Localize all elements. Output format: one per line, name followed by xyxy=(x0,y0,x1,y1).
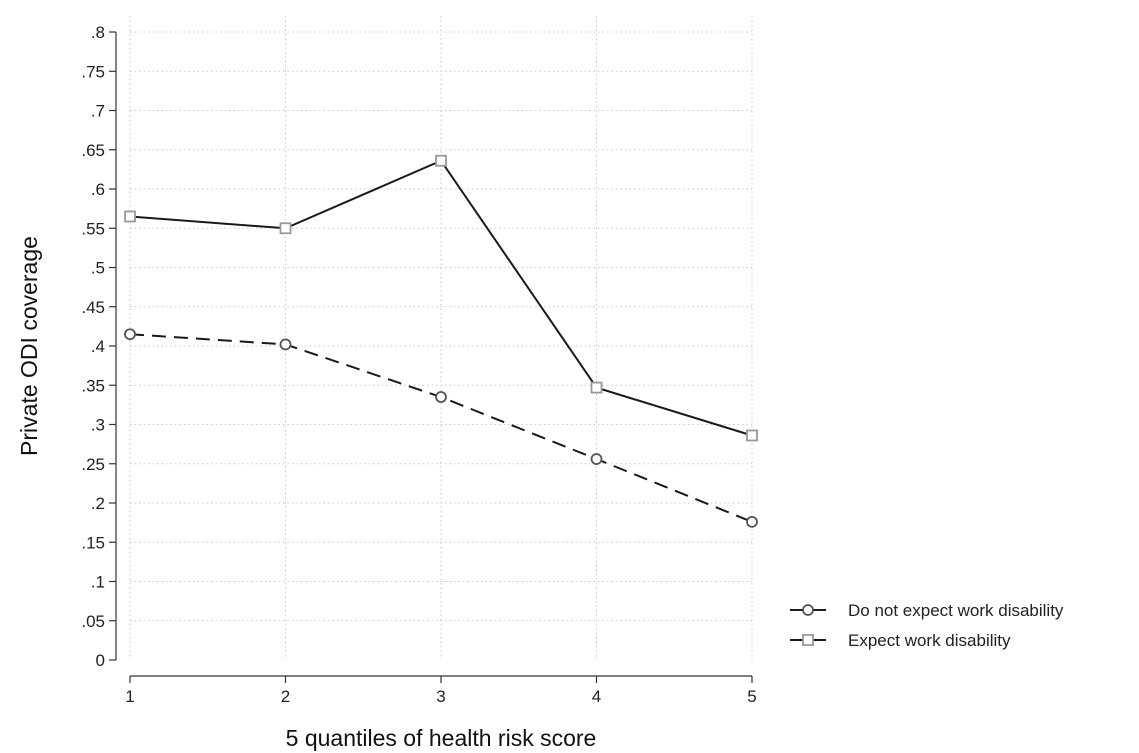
y-tick-label: .8 xyxy=(91,23,105,42)
x-tick-label: 5 xyxy=(747,687,756,706)
legend: Do not expect work disability Expect work… xyxy=(790,601,1064,650)
y-tick-label: .3 xyxy=(91,416,105,435)
legend-item: Expect work disability xyxy=(790,631,1011,650)
x-axis-title: 5 quantiles of health risk score xyxy=(286,725,597,751)
data-point-square xyxy=(279,222,292,235)
y-tick-label: .15 xyxy=(81,533,105,552)
legend-label: Expect work disability xyxy=(848,631,1011,650)
y-tick-label: .7 xyxy=(91,102,105,121)
y-tick-label: .05 xyxy=(81,612,105,631)
data-point-circle xyxy=(590,453,603,465)
series-1 xyxy=(124,328,758,528)
x-tick-label: 4 xyxy=(592,687,601,706)
y-tick-label: .1 xyxy=(91,573,105,592)
y-tick-label: .75 xyxy=(81,62,105,81)
data-point-square xyxy=(124,210,136,223)
grid xyxy=(129,16,753,660)
x-tick-label: 2 xyxy=(281,687,290,706)
y-tick-label: .45 xyxy=(81,298,105,317)
y-tick-label: .4 xyxy=(91,337,105,356)
y-tick-label: 0 xyxy=(96,651,105,670)
series-2 xyxy=(124,154,758,442)
y-tick-label: .35 xyxy=(81,376,105,395)
data-point-square xyxy=(435,154,447,167)
data-point-circle xyxy=(279,338,292,351)
y-tick-label: .25 xyxy=(81,455,105,474)
y-tick-label: .55 xyxy=(81,219,105,238)
legend-label: Do not expect work disability xyxy=(848,601,1064,620)
x-tick-label: 1 xyxy=(125,687,134,706)
series xyxy=(124,154,758,528)
legend-marker-circle xyxy=(802,604,814,616)
x-tick-label: 3 xyxy=(436,687,445,706)
legend-item: Do not expect work disability xyxy=(790,601,1064,620)
legend-marker-square xyxy=(802,634,814,646)
data-point-circle xyxy=(124,328,136,341)
y-tick-label: .2 xyxy=(91,494,105,513)
data-point-square xyxy=(746,429,758,442)
y-axis-title: Private ODI coverage xyxy=(16,236,42,456)
y-tick-label: .6 xyxy=(91,180,105,199)
y-tick-label: .5 xyxy=(91,259,105,278)
axes: 0 .05 .1 .15 .2 .25 .3 .35 .4 .45 .5 .55 .6 .65 .7 .75.… xyxy=(81,23,756,706)
data-point-square xyxy=(590,381,603,394)
data-point-circle xyxy=(435,391,447,403)
data-point-circle xyxy=(746,515,758,528)
y-tick-label: .65 xyxy=(81,141,105,160)
